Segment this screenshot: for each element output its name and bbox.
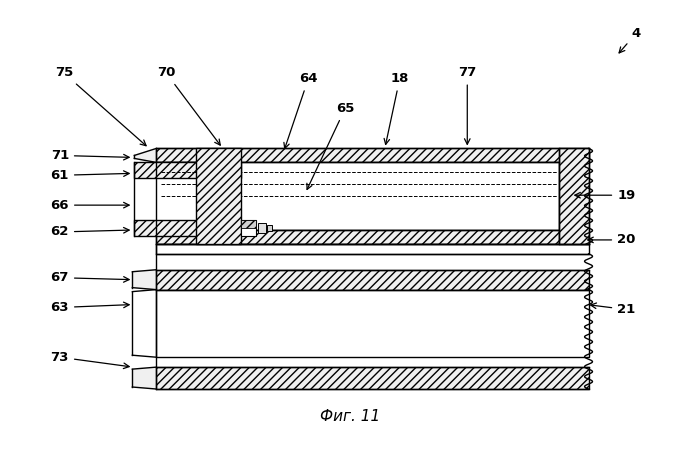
Text: 75: 75 [55, 66, 146, 146]
Bar [559, 148, 589, 244]
Bar [156, 367, 589, 389]
Polygon shape [132, 290, 156, 357]
Bar [156, 244, 589, 254]
Bar [156, 290, 589, 357]
Bar [134, 178, 196, 220]
Bar [156, 148, 589, 162]
Text: 64: 64 [284, 72, 317, 148]
Text: 19: 19 [575, 189, 635, 202]
Text: 67: 67 [50, 271, 129, 284]
Bar [266, 225, 273, 231]
Bar [134, 220, 240, 236]
Text: 20: 20 [588, 233, 635, 247]
Text: 18: 18 [384, 72, 409, 144]
Text: 66: 66 [50, 199, 129, 212]
Bar [134, 156, 156, 158]
Polygon shape [132, 270, 156, 290]
Text: 61: 61 [50, 169, 129, 182]
Bar [240, 220, 256, 228]
Text: 70: 70 [157, 66, 220, 145]
Bar [196, 148, 240, 244]
Text: Фиг. 11: Фиг. 11 [320, 410, 380, 425]
Bar [156, 230, 559, 244]
Text: 77: 77 [458, 66, 477, 144]
Polygon shape [132, 367, 156, 389]
Text: 73: 73 [50, 351, 129, 369]
Bar [257, 223, 266, 233]
Text: 4: 4 [619, 27, 641, 53]
Bar [240, 220, 256, 236]
Text: 65: 65 [307, 102, 354, 189]
Text: 71: 71 [50, 149, 129, 162]
Bar [156, 162, 559, 230]
Text: 21: 21 [591, 303, 635, 316]
Text: 62: 62 [50, 226, 129, 238]
Polygon shape [134, 148, 156, 162]
Text: 63: 63 [50, 301, 129, 314]
Bar [156, 270, 589, 290]
Bar [134, 162, 240, 178]
